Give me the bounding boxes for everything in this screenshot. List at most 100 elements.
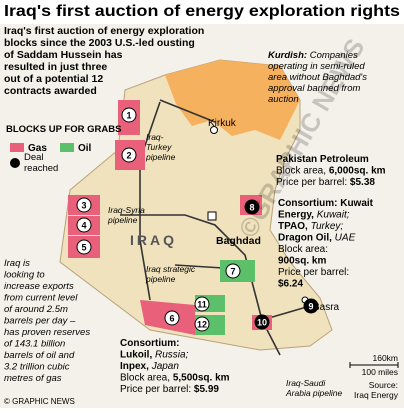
kirkuk-marker [210,126,218,134]
kurdish-region [165,60,300,140]
legend-oil-swatch [60,143,74,152]
deal-text: Kuwait; [317,210,350,221]
block-marker [244,199,260,215]
kurdish-text: area without Baghdad's [268,72,367,83]
deal-text: Pakistan Petroleum [276,154,369,165]
note-line: looking to [4,270,45,281]
deal-text: $5.99 [194,384,219,395]
intro-line: blocks since the 2003 U.S.-led ousting [4,37,195,49]
credit: © GRAPHIC NEWS [4,397,75,406]
kurdish-text: operating in semi-ruled [268,61,365,72]
intro-line: of Saddam Hussein has [4,49,123,61]
country-label: IRAQ [130,232,177,248]
deal-text: 5,500sq. km [173,373,230,384]
block-marker [76,239,92,255]
block-marker [121,107,137,123]
block-marker [254,314,270,330]
deal-text: Price per barrel: [276,177,350,188]
block-number: 8 [249,203,254,213]
deal-text: Lukoil, [120,350,155,361]
source-line: Source: [369,380,398,390]
block-marker [76,217,92,233]
block-marker [303,298,319,314]
deal-text: Turkey; [311,221,344,232]
legend-deal-marker [10,158,20,168]
place-label: Kirkuk [208,118,237,129]
deal-text: Inpex, [120,361,152,372]
deal-line: Price per barrel: $5.38 [276,177,375,188]
deal-line: 900sq. km [278,256,326,267]
deal-line: Inpex, Japan [120,361,179,372]
oil-blocks [195,260,255,335]
block-number: 2 [126,151,131,161]
kurdish-text: auction [268,94,299,105]
deal-line: Pakistan Petroleum [276,154,369,165]
pipeline-label: Iraq-Syria [108,205,145,215]
deal-text: Price per barrel: [278,267,349,278]
deal-text: Energy, [278,210,317,221]
block-marker [164,310,180,326]
kurdish-text: approval banned from [268,83,361,94]
block-marker [76,197,92,213]
intro-line: contracts awarded [4,85,97,97]
deal-line: Block area: [278,244,328,255]
deal-line: Lukoil, Russia; [120,350,189,361]
gas-blocks [68,100,272,335]
note-line: 3.2 trillion cubic [4,362,70,373]
deal-line: Consortium: Kuwait [278,198,374,209]
block-marker [194,296,210,312]
intro-line: resulted in just three [4,61,107,73]
source-line: Iraq Energy [354,390,399,400]
kurdish-text: Companies [307,50,358,61]
note-line: barrels per day – [4,316,76,327]
block-number: 6 [169,314,174,324]
note-line: from current level [4,293,78,304]
block-number: 3 [81,201,86,211]
pipeline-label: pipeline [145,274,176,284]
deal-text: UAE [335,233,356,244]
legend-gas-swatch [10,143,24,152]
deal-text: Block area: [278,244,328,255]
block-number: 11 [197,300,207,310]
pipeline-label: Iraq strategic [146,264,196,274]
note-line: of 143.1 billion [4,339,65,350]
deal-text: Block area, [120,373,173,384]
kurdish-label: Kurdish: [268,50,307,61]
deal-line: Price per barrel: [278,267,349,278]
block-marker [194,316,210,332]
deal-text: TPAO, [278,221,311,232]
pipeline-label: Iraq- [146,132,164,142]
deal-text: $6.24 [278,279,303,290]
pipeline-label: Iraq-Saudi [286,378,326,388]
note-line: of around 2.5m [4,304,68,315]
deal-line: Dragon Oil, UAE [278,233,356,244]
block-marker [225,263,241,279]
deal-text: Consortium: Kuwait [278,198,374,209]
title: Iraq's first auction of energy explorati… [4,3,400,20]
block-number: 1 [126,111,131,121]
deal-text: 900sq. km [278,256,326,267]
block-marker [121,147,137,163]
block-number: 12 [197,320,207,330]
legend-oil: Oil [78,143,92,154]
deal-text: Block area, [276,166,329,177]
deal-line: Price per barrel: $5.99 [120,384,219,395]
deal-line: $6.24 [278,279,303,290]
note-line: has proven reserves [4,327,90,338]
pipeline-label: pipeline [145,152,176,162]
title-band [0,0,404,24]
kurdish-note: Kurdish: Companies [268,50,358,61]
legend-heading: BLOCKS UP FOR GRABS [6,124,121,135]
baghdad-marker [207,211,217,221]
note-line: metres of gas [4,373,62,384]
block-number: 7 [230,267,235,277]
block-number: 5 [81,243,86,253]
pipeline-label: Turkey [146,142,172,152]
place-label: Baghdad [216,235,261,247]
legend-deal: reached [24,163,58,174]
intro-line: out of a potential 12 [4,73,103,85]
note-line: Iraq is [4,258,30,269]
deal-text: Consortium: [120,338,179,349]
pipelines [120,99,311,356]
